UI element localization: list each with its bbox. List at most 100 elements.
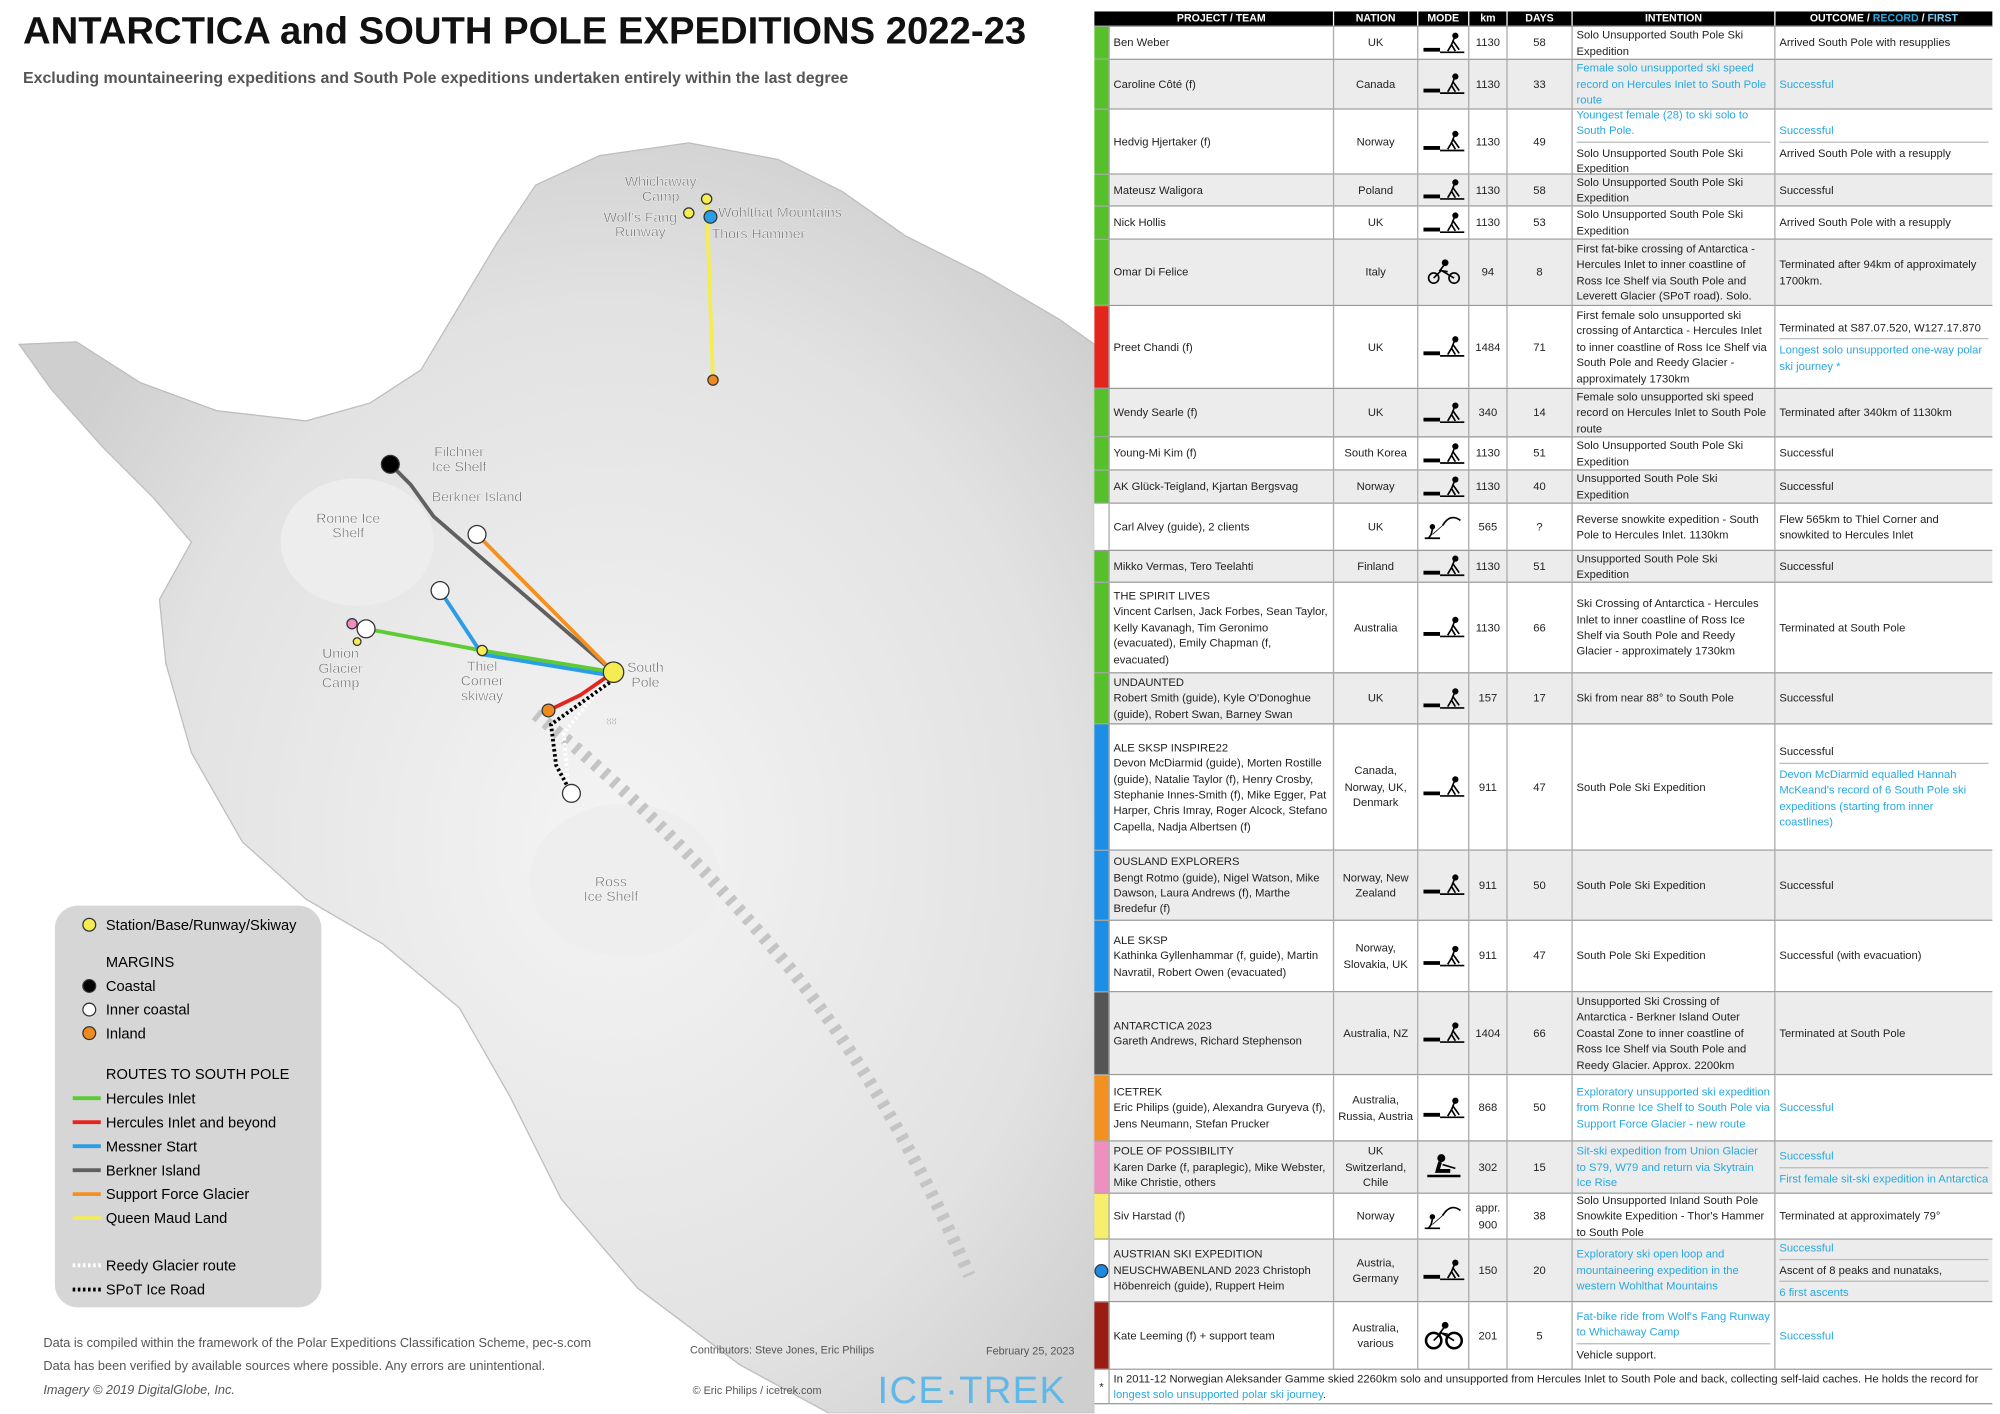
km: 911 — [1478, 949, 1497, 963]
nation: South Korea — [1344, 446, 1407, 460]
table-cell: Terminated at approximately 79° — [1776, 1194, 1993, 1239]
icon-part — [1429, 1213, 1435, 1219]
icon-part — [1441, 1163, 1455, 1170]
table-cell: Solo Unsupported South Pole Ski Expediti… — [1573, 437, 1776, 470]
icon-part — [1437, 264, 1448, 272]
table-cell — [1418, 920, 1470, 992]
icon-part — [1429, 524, 1435, 530]
table-cell: 58 — [1508, 174, 1573, 206]
cell-text: Successful — [1779, 1241, 1834, 1255]
footnote-mark: * — [1094, 1369, 1110, 1404]
table-cell: 50 — [1508, 1075, 1573, 1141]
project-text: Omar Di Felice — [1113, 265, 1189, 279]
icon-part — [1451, 616, 1458, 624]
table-cell: Successful Arrived South Pole with a resu… — [1776, 110, 1993, 174]
icon-part — [1451, 695, 1460, 706]
cell-text: Arrived South Pole with a resupply — [1779, 140, 1989, 161]
icon-part — [1451, 336, 1458, 343]
table-cell: Norway — [1334, 109, 1419, 174]
cell-text: Terminated after 340km of 1130km — [1779, 405, 1952, 419]
title: ANTARCTICA and SOUTH POLE EXPEDITIONS 20… — [23, 9, 1026, 52]
icon-part — [1451, 1104, 1460, 1115]
table-row: POLE OF POSSIBILITY Karen Darke (f, parap… — [1094, 1141, 1993, 1194]
days: 33 — [1533, 77, 1546, 91]
map-marker — [707, 374, 719, 386]
days: 58 — [1533, 36, 1546, 49]
mode-icon — [1422, 616, 1464, 638]
days: 47 — [1533, 949, 1546, 963]
table-cell: 1130 — [1469, 582, 1508, 673]
table-cell: First fat-bike crossing of Antarctica - … — [1573, 239, 1776, 305]
cell-text: Terminated at South Pole — [1779, 620, 1906, 634]
cell-text: South Pole Ski Expedition — [1576, 878, 1706, 892]
days: 17 — [1533, 691, 1546, 705]
cell-text: Terminated at S87.07.520, W127.17.870 — [1779, 321, 1981, 334]
table-cell: appr. 900 — [1469, 1193, 1508, 1239]
legend-box — [54, 905, 322, 1308]
cell-text: Terminated after 94km of approximately 1… — [1779, 257, 1977, 287]
project-text: AUSTRIAN SKI EXPEDITION — [1113, 1247, 1263, 1261]
table-cell: 17 — [1508, 673, 1573, 724]
days: 40 — [1533, 479, 1546, 493]
cell-text: Unsupported South Pole Ski Expedition — [1576, 551, 1718, 581]
cell-text: Ascent of 8 peaks and nunataks, — [1779, 1258, 1989, 1279]
project-text: ALE SKSP — [1113, 933, 1168, 947]
days: 15 — [1533, 1160, 1546, 1174]
table-cell: 51 — [1508, 551, 1573, 582]
icon-part — [1451, 563, 1460, 574]
icon-part — [1427, 529, 1433, 539]
icon-part — [1446, 223, 1452, 231]
project-text: THE SPIRIT LIVES — [1113, 589, 1210, 602]
table-cell: Carl Alvey (guide), 2 clients — [1110, 503, 1335, 550]
table-cell: Unsupported South Pole Ski Expedition — [1573, 551, 1776, 582]
km: 1130 — [1475, 446, 1500, 460]
column-header: km — [1469, 11, 1508, 26]
icon-part — [1431, 525, 1443, 535]
legend-label: Hercules Inlet and beyond — [106, 1115, 276, 1131]
table-cell: Successful — [1776, 1302, 1993, 1368]
nation: Australia — [1353, 620, 1398, 634]
km: 1130 — [1475, 479, 1500, 493]
table-cell — [1094, 239, 1110, 305]
table-cell: Australia, Russia, Austria — [1334, 1075, 1419, 1141]
mode-icon — [1424, 1206, 1461, 1229]
table-row: UNDAUNTED Robert Smith (guide), Kyle O'Do… — [1094, 673, 1993, 725]
table-cell: Reverse snowkite expedition - South Pole… — [1573, 503, 1776, 550]
table-cell: Terminated after 94km of approximately 1… — [1776, 240, 1993, 305]
cell-text: Unsupported South Pole Ski Expedition — [1576, 471, 1718, 501]
project-text: Gareth Andrews, Richard Stephenson — [1113, 1034, 1302, 1048]
days: 38 — [1533, 1209, 1546, 1223]
table-cell: 5 — [1508, 1302, 1573, 1369]
table-cell: Solo Unsupported Inland South Pole Snowk… — [1573, 1193, 1776, 1239]
icon-part — [1451, 776, 1458, 783]
table-cell — [1418, 992, 1470, 1074]
table-cell — [1094, 306, 1110, 388]
table-cell: 14 — [1508, 389, 1573, 437]
cell-text: Female solo unsupported ski speed record… — [1576, 61, 1767, 107]
map-label: skiway — [461, 687, 503, 703]
icon-part — [1437, 1327, 1448, 1336]
project-text: POLE OF POSSIBILITY — [1113, 1144, 1234, 1158]
icon-part — [1441, 258, 1448, 266]
table-cell: Flew 565km to Thiel Corner and snowkited… — [1776, 504, 1993, 550]
cell-text: Solo Unsupported South Pole Ski Expediti… — [1576, 175, 1744, 205]
icon-part — [1447, 271, 1460, 284]
project-text: AK Glück-Teigland, Kjartan Bergsvag — [1113, 479, 1299, 493]
cell-text: Successful — [1779, 559, 1834, 573]
project-text: Kathinka Gyllenhammar (f, guide), Martin… — [1113, 949, 1319, 978]
track — [548, 680, 611, 795]
cell-text: Sit-ski expedition from Union Glacier to… — [1576, 1144, 1759, 1190]
table-cell: AUSTRIAN SKI EXPEDITION NEUSCHWABENLAND 2… — [1110, 1239, 1335, 1302]
table-cell — [1094, 206, 1110, 239]
legend-label: Support Force Glacier — [106, 1187, 249, 1203]
table-cell: 340 — [1469, 389, 1508, 437]
icon-part — [1441, 1206, 1461, 1216]
map-marker — [467, 524, 487, 545]
table-cell: 157 — [1469, 673, 1508, 724]
route — [704, 200, 715, 381]
table-row: Caroline Côté (f) Canada 1130 33 Female solo… — [1094, 59, 1993, 110]
icon-part — [1446, 454, 1452, 462]
cell-text: Devon McDiarmid equalled Hannah McKeand'… — [1779, 762, 1989, 830]
nation: Norway — [1356, 1209, 1395, 1223]
project-text: ANTARCTICA 2023 — [1113, 1018, 1212, 1032]
